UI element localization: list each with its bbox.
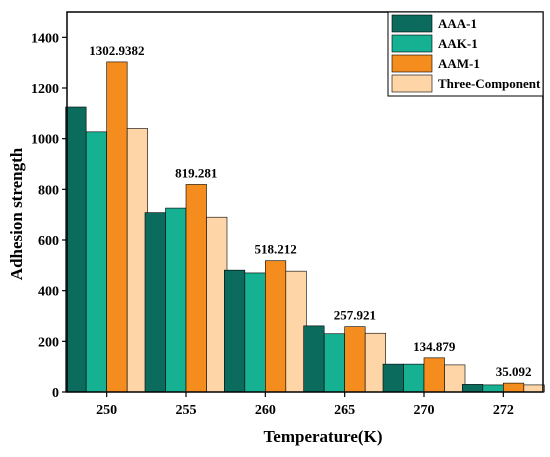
y-axis-title: Adhesion strength bbox=[7, 147, 26, 280]
data-label-260: 518.212 bbox=[254, 242, 296, 257]
x-axis-title: Temperature(K) bbox=[264, 427, 383, 446]
bar-aaa-1-250 bbox=[65, 106, 87, 393]
data-label-270: 134.879 bbox=[413, 339, 456, 354]
data-label-272: 35.092 bbox=[496, 364, 532, 379]
bar-aak-1-255 bbox=[165, 207, 187, 393]
bar-three-component-260 bbox=[285, 270, 307, 393]
x-tick-label-260: 260 bbox=[255, 403, 276, 418]
y-tick-label-1400: 1400 bbox=[31, 31, 59, 46]
bar-aam-1-260 bbox=[265, 260, 287, 393]
bar-aaa-1-270 bbox=[382, 363, 404, 393]
x-tick-label-250: 250 bbox=[96, 403, 117, 418]
y-tick-label-200: 200 bbox=[38, 335, 59, 350]
bar-aaa-1-265 bbox=[303, 325, 325, 393]
legend-label-aak-1: AAK-1 bbox=[438, 36, 478, 51]
bar-aak-1-265 bbox=[323, 333, 345, 393]
bar-aam-1-265 bbox=[344, 326, 366, 393]
y-tick-label-1000: 1000 bbox=[31, 133, 59, 148]
x-tick-label-272: 272 bbox=[493, 403, 514, 418]
bar-three-component-272 bbox=[523, 384, 545, 393]
y-tick-label-400: 400 bbox=[38, 285, 59, 300]
bar-aam-1-272 bbox=[503, 382, 525, 393]
bar-aaa-1-255 bbox=[144, 212, 166, 393]
bar-aaa-1-260 bbox=[224, 269, 246, 393]
bar-aam-1-250 bbox=[106, 61, 128, 393]
legend-swatch-aaa-1 bbox=[391, 14, 433, 33]
bar-aak-1-260 bbox=[244, 272, 266, 393]
bar-three-component-250 bbox=[126, 128, 148, 393]
bars-layer bbox=[65, 61, 545, 393]
data-label-255: 819.281 bbox=[175, 165, 217, 180]
data-label-250: 1302.9382 bbox=[89, 43, 144, 58]
y-tick-label-0: 0 bbox=[52, 386, 59, 401]
x-tick-label-255: 255 bbox=[176, 403, 197, 418]
legend-swatch-three-component bbox=[391, 74, 433, 93]
x-tick-label-270: 270 bbox=[414, 403, 435, 418]
bar-three-component-270 bbox=[444, 364, 466, 393]
data-label-265: 257.921 bbox=[334, 308, 376, 323]
legend-swatch-aam-1 bbox=[391, 54, 433, 73]
bar-aak-1-272 bbox=[482, 384, 504, 393]
plot-frame bbox=[66, 11, 544, 393]
legend-label-aaa-1: AAA-1 bbox=[438, 16, 477, 31]
y-tick-label-800: 800 bbox=[38, 183, 59, 198]
y-tick-label-1200: 1200 bbox=[31, 82, 59, 97]
bar-three-component-255 bbox=[206, 216, 228, 393]
bar-aam-1-270 bbox=[423, 357, 445, 393]
bar-three-component-265 bbox=[364, 332, 386, 393]
legend-swatch-aak-1 bbox=[391, 34, 433, 53]
bar-aaa-1-272 bbox=[462, 384, 484, 393]
legend-label-three-component: Three-Component bbox=[438, 76, 541, 91]
bar-aak-1-270 bbox=[403, 363, 425, 393]
data-labels-layer: 1302.9382 819.281 518.212 257.921 134.879 35.… bbox=[89, 43, 531, 379]
bar-aak-1-250 bbox=[85, 131, 107, 393]
axes-layer: 0 200 400 600 800 1000 1200 1400 250 255 260 265 270… bbox=[31, 11, 544, 418]
x-tick-label-265: 265 bbox=[334, 403, 355, 418]
legend-label-aam-1: AAM-1 bbox=[438, 56, 480, 71]
y-tick-label-600: 600 bbox=[38, 234, 59, 249]
legend: AAA-1 AAK-1 AAM-1 Three-Component bbox=[387, 11, 544, 97]
bar-aam-1-255 bbox=[185, 184, 207, 393]
